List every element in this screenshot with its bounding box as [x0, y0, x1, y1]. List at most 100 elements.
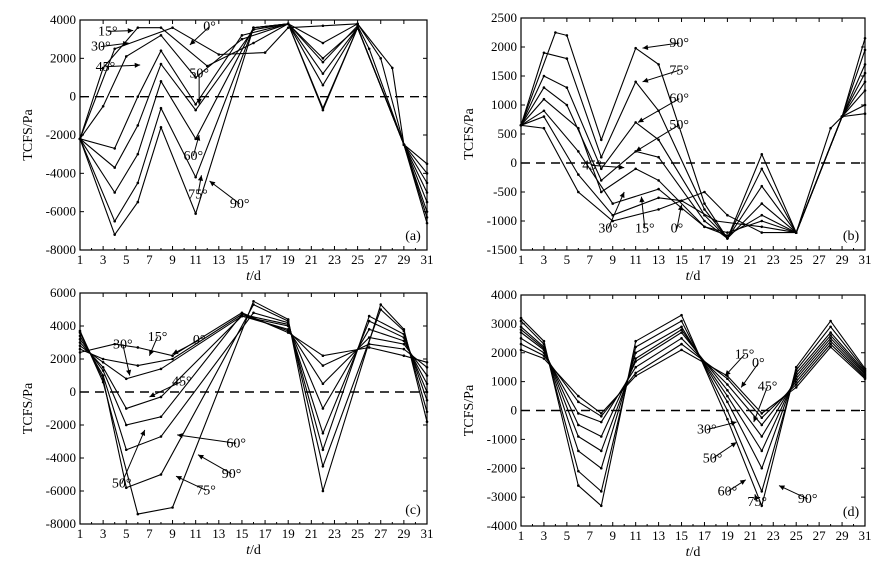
x-tick-label: 27 [813, 252, 827, 267]
x-tick-label: 25 [790, 252, 803, 267]
data-point [124, 486, 128, 490]
data-point [726, 394, 729, 398]
y-tick-label: 0 [511, 155, 518, 170]
data-point [519, 331, 523, 334]
data-point [794, 380, 798, 383]
data-point [829, 334, 832, 337]
panel-2: 1 3 5 7 9 11 13 15 17 19 21 23 25 27 29 31-1500-1000-50… [462, 10, 872, 284]
y-tick-label: -4000 [487, 518, 517, 533]
data-point [367, 328, 371, 331]
annotation-arrow [642, 42, 680, 49]
data-point [321, 57, 325, 60]
y-tick-label: -1000 [487, 431, 517, 446]
data-point [863, 37, 867, 40]
data-point [402, 342, 406, 346]
x-tick-label: 31 [859, 528, 872, 543]
data-point [101, 374, 105, 377]
angle-label: 60° [226, 436, 246, 451]
annotation-arrow [753, 386, 768, 423]
x-tick-label: 29 [397, 526, 410, 541]
data-point [519, 337, 523, 340]
data-point [425, 191, 429, 194]
data-point [726, 400, 729, 404]
annotation-arrow [149, 380, 183, 398]
series-line [79, 23, 428, 184]
x-tick-label: 25 [351, 526, 364, 541]
data-point [760, 449, 764, 453]
x-tick-label: 31 [859, 252, 872, 267]
data-point [425, 420, 429, 424]
data-point [113, 147, 116, 150]
x-tick-label: 5 [123, 526, 130, 541]
data-point [136, 152, 140, 156]
x-axis-label-var: t [686, 269, 691, 284]
data-point [634, 371, 637, 375]
annotation-arrowhead [635, 146, 642, 152]
data-point [425, 172, 429, 175]
x-tick-label: 13 [652, 252, 665, 267]
data-point [577, 412, 580, 415]
y-axis-label: TCFS/Pa [462, 108, 477, 160]
annotation-arrow [635, 124, 680, 152]
series-line [520, 31, 866, 240]
annotation-arrowhead [730, 442, 737, 448]
data-point [171, 357, 174, 361]
x-tick-label: 29 [836, 252, 849, 267]
data-point [217, 53, 221, 56]
data-point [425, 216, 429, 219]
y-tick-label: 2000 [491, 39, 517, 54]
annotation-arrow [637, 98, 680, 123]
data-point [136, 124, 140, 127]
data-point [599, 155, 603, 159]
x-tick-label: 19 [721, 528, 734, 543]
x-tick-label: 3 [541, 528, 548, 543]
data-point [703, 202, 706, 205]
annotation-arrowhead [209, 181, 216, 187]
data-point [101, 369, 105, 372]
y-tick-label: -1000 [487, 213, 517, 228]
data-point [379, 57, 383, 60]
x-tick-label: 1 [518, 528, 525, 543]
annotation-arrowhead [642, 44, 649, 50]
data-point [321, 448, 325, 452]
data-point [321, 354, 325, 358]
data-point [760, 412, 764, 415]
data-point [159, 395, 163, 399]
x-tick-label: 5 [123, 252, 130, 267]
data-point [726, 374, 729, 378]
data-point [680, 328, 683, 331]
data-point [78, 341, 82, 344]
data-point [379, 308, 383, 311]
data-point [425, 181, 429, 185]
x-tick-label: 11 [629, 528, 642, 543]
data-point [542, 126, 546, 130]
angle-label: 50° [669, 118, 689, 133]
series-line [520, 104, 866, 234]
series-line [79, 313, 428, 435]
annotation-arrow [642, 69, 680, 83]
data-point [321, 108, 325, 112]
y-tick-label: 4000 [491, 287, 517, 302]
data-point [634, 339, 637, 343]
annotation-arrowhead [189, 39, 196, 45]
data-point [124, 377, 128, 381]
data-point [829, 345, 832, 349]
data-point [78, 351, 82, 354]
x-tick-label: 17 [698, 252, 712, 267]
data-point [159, 80, 163, 83]
angle-label: 90° [669, 36, 689, 51]
x-tick-label: 3 [100, 526, 107, 541]
series-line [79, 23, 428, 165]
x-tick-label: 11 [189, 252, 202, 267]
data-point [726, 383, 729, 386]
x-tick-label: 25 [790, 528, 803, 543]
data-point [425, 361, 429, 364]
data-point [252, 311, 255, 315]
data-point [78, 334, 82, 338]
annotation-arrowhead [619, 192, 625, 198]
annotation-arrowhead [730, 420, 737, 426]
data-point [124, 423, 128, 427]
data-point [286, 26, 290, 29]
y-tick-label: 6000 [50, 285, 76, 300]
y-tick-label: 0 [511, 403, 518, 418]
